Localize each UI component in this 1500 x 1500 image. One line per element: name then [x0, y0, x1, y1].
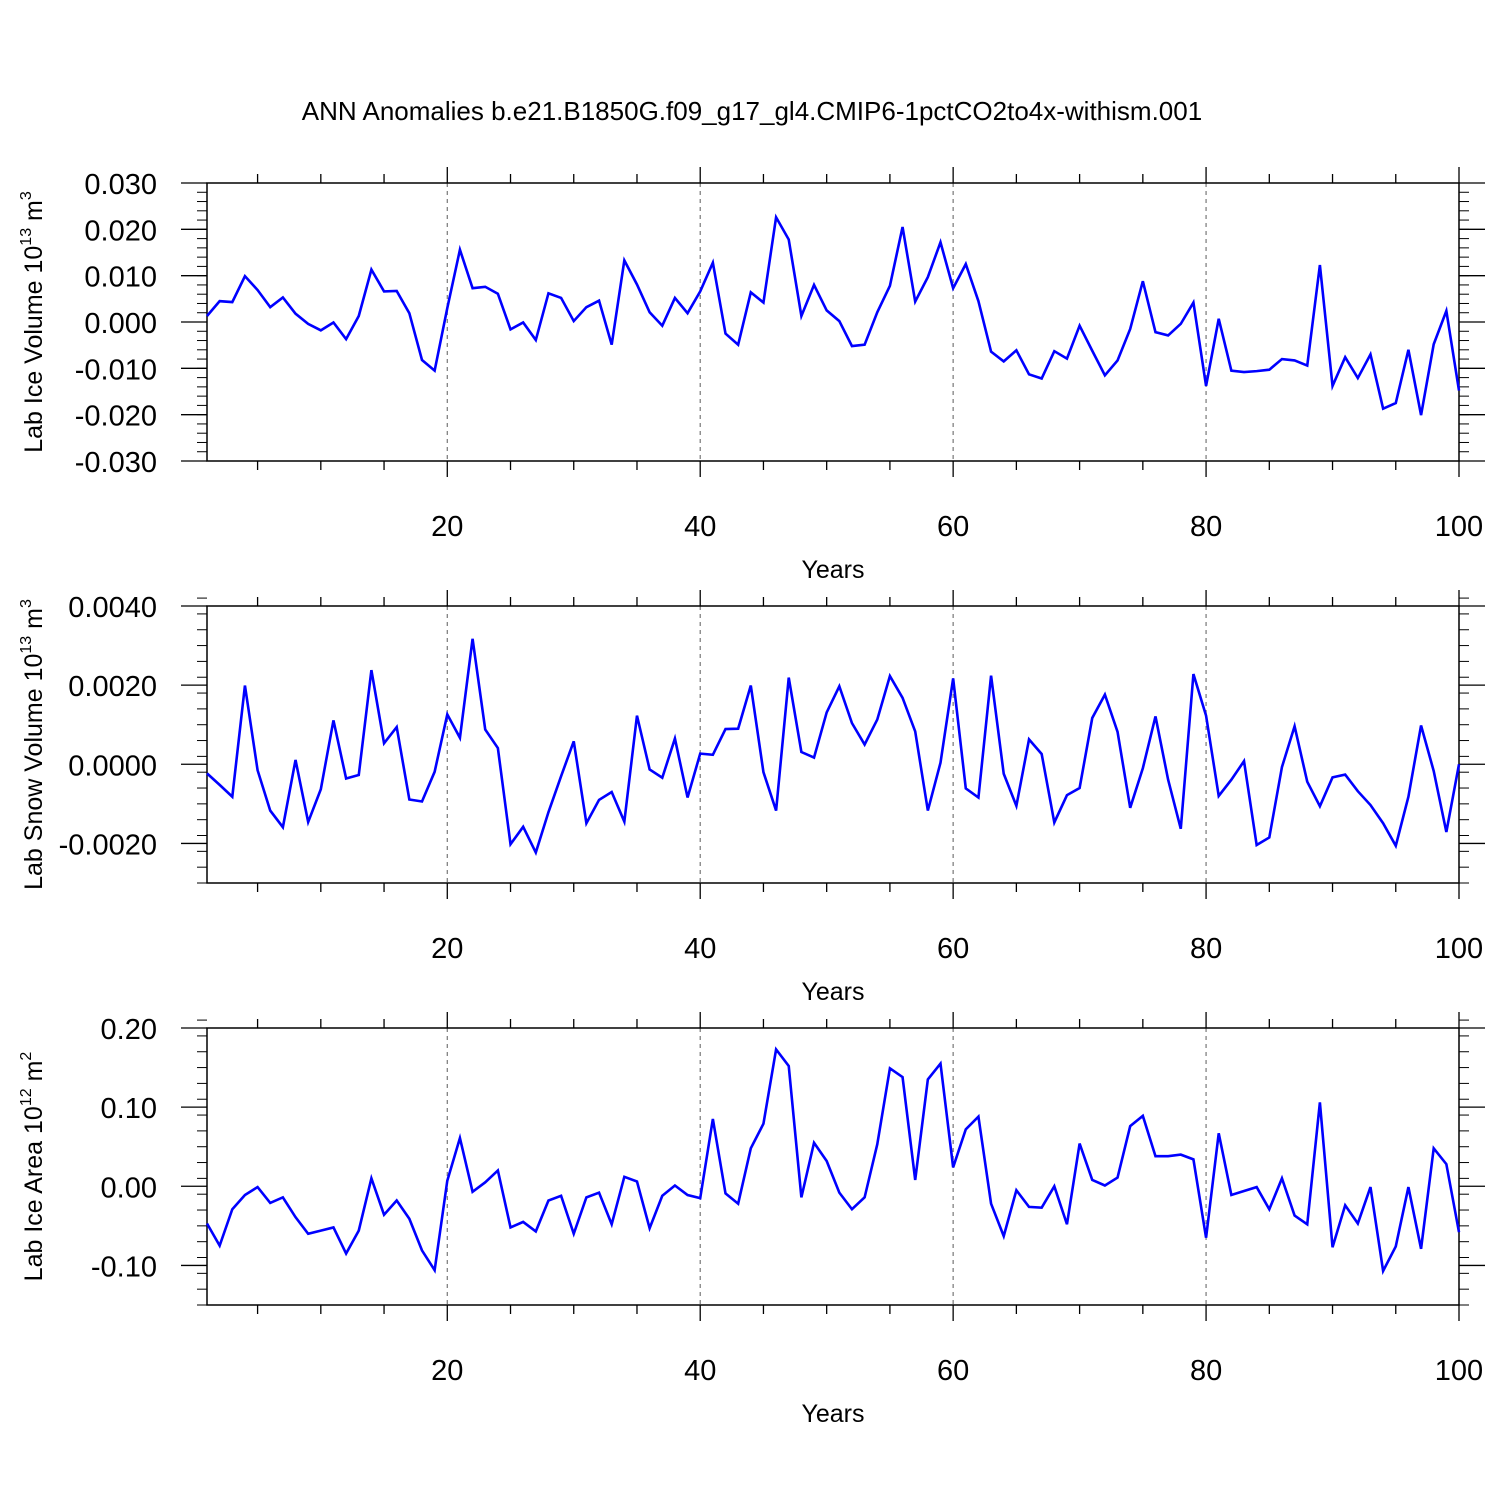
y-tick-label: -0.0020 — [59, 829, 157, 861]
y-tick-label: -0.010 — [75, 354, 157, 386]
y-tick-label: 0.00 — [101, 1172, 157, 1204]
x-tick-label: 60 — [937, 511, 969, 543]
y-tick-label: 0.10 — [101, 1093, 157, 1125]
y-tick-label: 0.0040 — [68, 592, 157, 624]
plot-frame — [206, 605, 1460, 884]
chart-panel-3: -0.10 0.00 0.10 0.20 20 40 60 80 100 Years Lab Ice… — [18, 1012, 1485, 1428]
x-tick-label: 20 — [431, 511, 463, 543]
panels: -0.030 -0.020 -0.010 0.000 0.010 0.020 0.030 20… — [18, 167, 1485, 1428]
y-tick-label: -0.10 — [91, 1251, 157, 1283]
y-tick-label: 0.030 — [84, 169, 157, 201]
y-axis-title: Lab Snow Volume 1013 m3 — [18, 599, 48, 890]
chart-panel-1: -0.030 -0.020 -0.010 0.000 0.010 0.020 0.030 20… — [18, 167, 1485, 584]
y-tick-label: 0.010 — [84, 262, 157, 294]
x-tick-label: 80 — [1190, 933, 1222, 965]
series-line — [205, 1046, 1461, 1276]
x-tick-label: 20 — [431, 1355, 463, 1387]
x-axis-title: Years — [801, 556, 864, 584]
chart-title: ANN Anomalies b.e21.B1850G.f09_g17_gl4.C… — [302, 96, 1202, 126]
x-tick-label: 60 — [937, 933, 969, 965]
x-axis-title: Years — [801, 1400, 864, 1428]
x-tick-label: 40 — [684, 1355, 716, 1387]
y-axis-title: Lab Ice Volume 1013 m3 — [18, 191, 48, 453]
x-tick-label: 60 — [937, 1355, 969, 1387]
x-tick-label: 20 — [431, 933, 463, 965]
chart-panel-2: -0.0020 0.0000 0.0020 0.0040 20 40 60 80 100 Year… — [18, 590, 1485, 1006]
y-tick-label: 0.20 — [101, 1014, 157, 1046]
y-tick-label: 0.000 — [84, 308, 157, 340]
x-tick-label: 100 — [1435, 511, 1483, 543]
y-tick-label: 0.0000 — [68, 750, 157, 782]
y-tick-label: 0.0020 — [68, 671, 157, 703]
x-tick-label: 80 — [1190, 511, 1222, 543]
x-tick-label: 40 — [684, 511, 716, 543]
x-tick-label: 100 — [1435, 1355, 1483, 1387]
series-line — [206, 638, 1461, 857]
y-axis-title: Lab Ice Area 1012 m2 — [18, 1052, 48, 1282]
x-tick-label: 100 — [1435, 933, 1483, 965]
y-tick-label: 0.020 — [84, 215, 157, 247]
plot-frame — [206, 182, 1460, 462]
x-axis-title: Years — [801, 978, 864, 1006]
x-tick-label: 80 — [1190, 1355, 1222, 1387]
y-tick-label: -0.020 — [75, 401, 157, 433]
plot-frame — [206, 1027, 1460, 1306]
series-line — [206, 213, 1461, 416]
x-tick-label: 40 — [684, 933, 716, 965]
y-tick-label: -0.030 — [75, 447, 157, 479]
